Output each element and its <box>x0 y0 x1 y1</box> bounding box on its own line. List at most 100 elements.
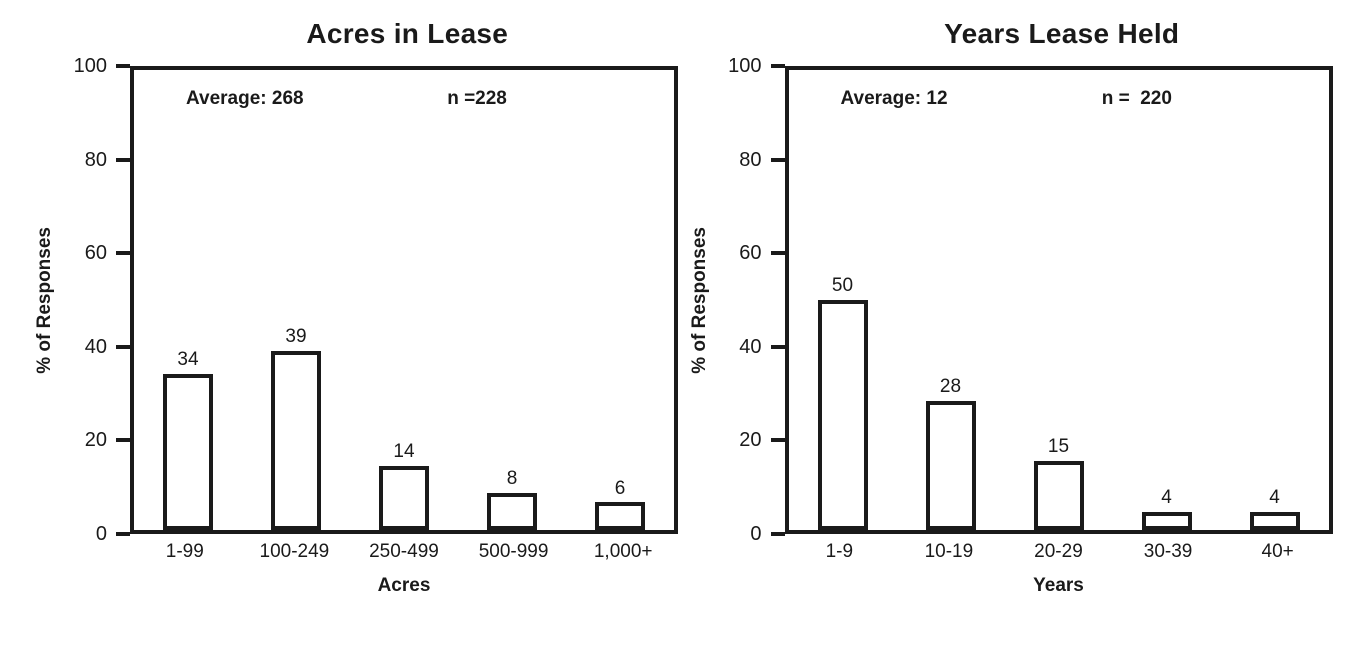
y-tick-mark <box>116 438 130 443</box>
y-tick: 100 <box>728 55 785 77</box>
y-tick-label: 40 <box>84 335 107 358</box>
y-tick-mark <box>770 251 785 256</box>
x-tick-label: 20-29 <box>1034 541 1083 562</box>
bar-group: 4 <box>1221 70 1329 530</box>
bar-group: 6 <box>566 70 674 530</box>
x-tick-label: 250-499 <box>369 541 439 562</box>
x-tick-label: 10-19 <box>924 541 974 562</box>
y-tick-mark <box>770 438 785 443</box>
y-tick: 60 <box>85 243 130 263</box>
bar <box>817 300 868 530</box>
bar-value-label: 28 <box>939 376 962 398</box>
bar-value-label: 39 <box>285 325 307 347</box>
y-tick: 0 <box>96 524 130 544</box>
y-axis-label: % of Responses <box>688 226 710 374</box>
y-tick-label: 20 <box>84 429 107 452</box>
y-tick-mark <box>770 344 785 349</box>
plot-column: Average: 268 n =228 34 39 14 8 6 1-99 100-249… <box>130 66 678 597</box>
y-tick-mark <box>116 251 130 256</box>
y-tick-label: 40 <box>739 335 762 358</box>
chart-title: Acres in Lease <box>306 18 509 49</box>
y-tick: 40 <box>85 337 130 357</box>
y-tick: 100 <box>74 56 130 76</box>
bar-group: 34 <box>134 70 242 530</box>
y-axis-label-column: % of Responses <box>685 66 715 534</box>
bar <box>163 373 213 530</box>
chart-years-lease-held: Years Lease Held % of Responses 0 20 40 60 8… <box>685 12 1340 659</box>
bar <box>595 502 645 530</box>
plot-area: Average: 12 n = 220 50 28 15 4 4 <box>784 66 1333 534</box>
y-tick-label: 20 <box>739 429 762 452</box>
chart-body: % of Responses 0 20 40 60 80 100 Average: 268… <box>30 56 685 597</box>
bar <box>487 493 537 530</box>
y-tick-mark <box>116 64 130 68</box>
bar-value-label: 34 <box>177 348 199 370</box>
y-tick-mark <box>116 157 130 162</box>
y-tick-mark <box>116 532 130 536</box>
bar-value-label: 15 <box>1047 436 1070 458</box>
bar <box>379 465 429 530</box>
bar-value-label: 14 <box>393 440 415 462</box>
y-axis-label-column: % of Responses <box>30 66 60 534</box>
y-tick-mark <box>770 157 785 162</box>
y-tick: 20 <box>739 429 785 452</box>
x-tick-labels: 1-9 10-19 20-29 30-39 40+ <box>785 541 1333 563</box>
y-tick-label: 60 <box>739 242 762 265</box>
x-tick-label: 1,000+ <box>593 541 653 562</box>
x-tick-label: 100-249 <box>259 541 330 562</box>
y-tick: 0 <box>750 523 785 545</box>
y-axis-ticks: 0 20 40 60 80 100 <box>715 56 785 544</box>
bar-value-label: 4 <box>1161 486 1172 508</box>
y-tick-label: 0 <box>750 523 762 545</box>
x-axis-label: Years <box>1033 575 1084 596</box>
x-tick-label: 500-999 <box>478 541 549 562</box>
y-tick-mark <box>770 64 785 68</box>
bar-group: 39 <box>242 70 350 530</box>
bar-group: 14 <box>350 70 458 530</box>
x-tick-label: 1-9 <box>825 541 854 562</box>
x-axis-label: Acres <box>377 575 431 596</box>
x-tick-label: 1-99 <box>165 541 204 562</box>
chart-body: % of Responses 0 20 40 60 80 100 Average: 12 … <box>685 56 1340 597</box>
average-annotation: Average: 268 <box>186 88 304 109</box>
bars-container: 34 39 14 8 6 <box>134 70 674 530</box>
bar-value-label: 50 <box>831 275 854 297</box>
y-tick: 80 <box>739 148 785 171</box>
y-axis-label: % of Responses <box>34 226 55 374</box>
bar <box>1141 511 1192 530</box>
x-tick-label: 40+ <box>1261 541 1294 562</box>
bar <box>271 350 321 530</box>
bar-group: 4 <box>1113 70 1221 530</box>
plot-column: Average: 12 n = 220 50 28 15 4 4 1-9 10-19 20-… <box>784 66 1333 597</box>
bar-value-label: 6 <box>614 477 626 499</box>
bar-group: 50 <box>789 70 897 530</box>
chart-acres-in-lease: Acres in Lease % of Responses 0 20 40 60 80 1… <box>30 12 685 659</box>
bar <box>1033 461 1084 530</box>
y-tick-label: 80 <box>739 148 762 171</box>
bar-group: 28 <box>897 70 1005 530</box>
x-tick-label: 30-39 <box>1143 541 1193 562</box>
n-annotation: n =228 <box>447 88 507 109</box>
y-tick-mark <box>770 532 785 536</box>
y-tick-mark <box>116 344 130 349</box>
y-tick: 80 <box>85 150 130 170</box>
chart-title: Years Lease Held <box>944 18 1180 49</box>
bar-value-label: 4 <box>1269 486 1280 508</box>
y-axis-ticks: 0 20 40 60 80 100 <box>60 56 130 544</box>
bar-group: 8 <box>458 70 566 530</box>
bars-container: 50 28 15 4 4 <box>789 70 1329 530</box>
y-tick-label: 100 <box>728 55 762 77</box>
y-tick-label: 60 <box>84 242 107 265</box>
bar <box>1249 511 1300 530</box>
bar-group: 15 <box>1005 70 1113 530</box>
x-tick-labels: 1-99 100-249 250-499 500-999 1,000+ <box>130 541 678 563</box>
bar-value-label: 8 <box>506 468 518 490</box>
y-tick-label: 100 <box>73 55 107 77</box>
y-tick-label: 0 <box>95 523 107 545</box>
bar <box>925 401 976 530</box>
n-annotation: n = 220 <box>1101 88 1172 109</box>
y-tick: 60 <box>739 242 785 265</box>
y-tick: 40 <box>739 335 785 358</box>
plot-area: Average: 268 n =228 34 39 14 8 6 <box>130 66 678 534</box>
